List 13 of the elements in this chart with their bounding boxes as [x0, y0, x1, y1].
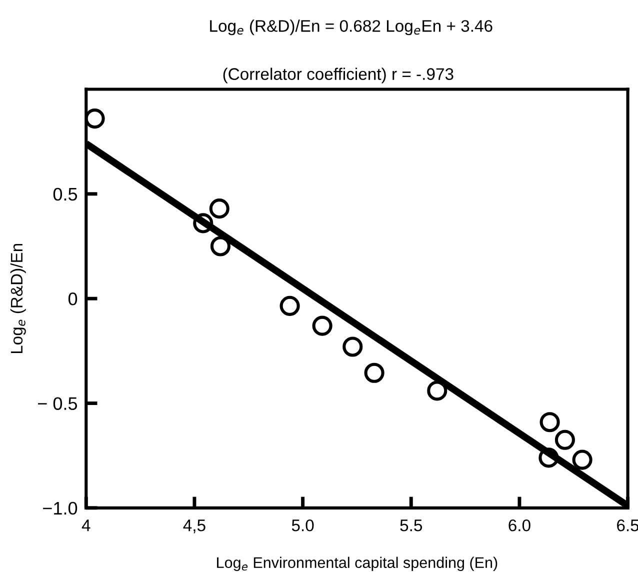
x-tick-label: 4,5 [183, 520, 206, 534]
x-tick-label: 5.0 [292, 519, 314, 532]
x-tick-label: 6.0 [508, 519, 530, 532]
chart-title: Log$_{e}$ (R&D)/En = 0.682 Log$_{e}$En + 3.46 [210, 20, 492, 36]
y-axis-title: Log$_{e}$ (R&D)/En [10, 244, 26, 354]
y-tick-label: −1.0 [43, 502, 78, 515]
x-tick-label: 4 [82, 520, 90, 532]
text: (Correlator coefficient) r = -.973 [223, 68, 454, 84]
x-axis-title: Log$_{e}$ Environmental capital spending (En) [217, 556, 498, 572]
x-tick-label: 5.5 [400, 520, 422, 532]
y-tick-label: 0 [68, 292, 78, 306]
y-tick-label: 0.5 [53, 188, 78, 201]
y-tick-label: − 0.5 [38, 397, 78, 410]
